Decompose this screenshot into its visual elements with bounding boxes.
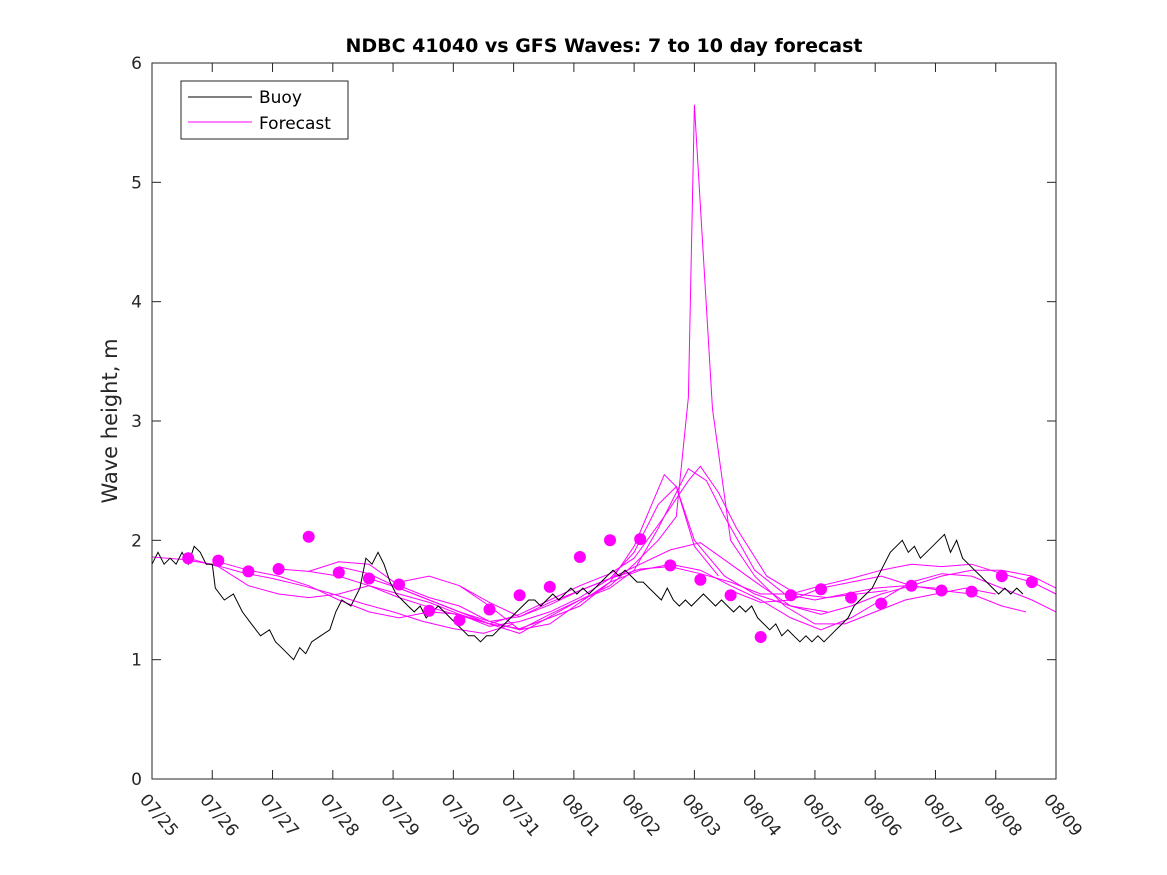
forecast-marker-14: [573, 551, 586, 563]
forecast-marker-25: [905, 579, 918, 592]
forecast-marker-21: [784, 589, 797, 602]
forecast-marker-29: [1025, 576, 1038, 589]
y-tick-label: 1: [131, 651, 142, 671]
forecast-marker-16: [634, 533, 647, 546]
plot-area: [152, 63, 1056, 779]
forecast-marker-28: [995, 570, 1008, 583]
forecast-marker-4: [272, 563, 285, 575]
forecast-marker-20: [754, 631, 767, 643]
legend-box: [180, 80, 349, 140]
forecast-marker-17: [664, 559, 677, 572]
forecast-marker-9: [423, 604, 436, 617]
y-tick-label: 3: [131, 412, 142, 432]
forecast-line-3: [218, 473, 828, 630]
legend-buoy-label: Buoy: [259, 88, 302, 108]
legend: Buoy Forecast: [180, 80, 349, 140]
forecast-marker-8: [393, 578, 406, 591]
data-layer: [151, 104, 1057, 661]
forecast-marker-12: [513, 589, 526, 602]
forecast-line-9: [459, 563, 1057, 618]
forecast-marker-6: [332, 566, 345, 579]
forecast-line-2: [188, 485, 719, 627]
buoy-line: [151, 533, 1024, 661]
forecast-marker-1: [182, 552, 195, 565]
forecast-marker-2: [212, 554, 225, 567]
chart-title: NDBC 41040 vs GFS Waves: 7 to 10 day for…: [345, 35, 862, 57]
y-tick-label: 4: [131, 293, 142, 313]
forecast-marker-11: [483, 603, 496, 616]
forecast-marker-24: [875, 597, 888, 610]
y-tick-label: 5: [131, 173, 142, 193]
forecast-marker-18: [694, 573, 707, 586]
forecast-marker-27: [965, 585, 978, 598]
y-tick-label: 2: [131, 531, 142, 551]
forecast-marker-7: [363, 572, 375, 585]
forecast-marker-26: [935, 584, 948, 597]
forecast-marker-5: [302, 530, 315, 543]
forecast-line-10: [730, 569, 1057, 603]
forecast-marker-10: [453, 614, 466, 627]
forecast-marker-3: [242, 565, 255, 578]
y-tick-label: 6: [131, 54, 142, 74]
forecast-marker-15: [604, 534, 616, 547]
y-tick-label: 0: [131, 770, 142, 790]
forecast-marker-19: [724, 589, 737, 602]
forecast-line-5: [308, 467, 936, 631]
forecast-line-7: [368, 542, 1027, 623]
forecast-marker-13: [543, 580, 556, 593]
forecast-line-6: [338, 104, 996, 634]
legend-forecast-label: Forecast: [259, 114, 331, 134]
forecast-marker-23: [845, 591, 858, 604]
forecast-marker-22: [815, 583, 827, 596]
y-axis-label: Wave height, m: [98, 338, 122, 503]
